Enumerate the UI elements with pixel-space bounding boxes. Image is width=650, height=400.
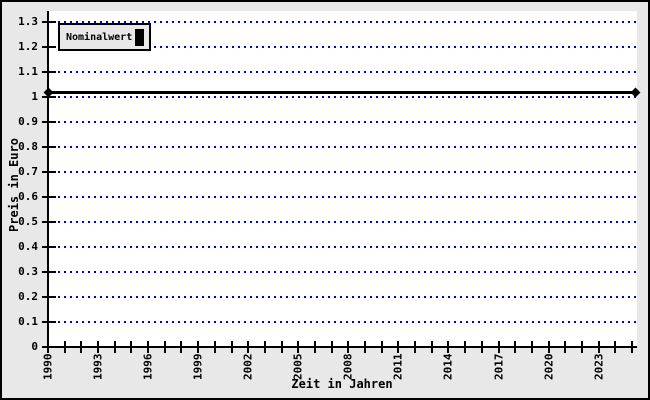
gridline [52, 46, 637, 48]
y-tick [42, 296, 56, 298]
x-tick-label: 2017 [492, 353, 505, 381]
x-tick [464, 341, 467, 353]
y-tick [42, 46, 56, 48]
gridline [52, 221, 637, 223]
y-tick-label: 0.4 [18, 240, 38, 253]
x-tick [597, 341, 600, 353]
gridline [52, 271, 637, 273]
x-tick [614, 341, 617, 353]
y-tick [42, 96, 56, 98]
gridline [52, 196, 637, 198]
x-tick-label: 1993 [91, 353, 105, 381]
x-tick [430, 341, 433, 353]
y-tick-label: 0.5 [18, 215, 38, 228]
gridline [52, 321, 637, 323]
y-tick-label: 0.8 [18, 140, 38, 153]
x-tick [530, 341, 533, 353]
x-tick [347, 341, 350, 353]
x-tick [364, 341, 367, 353]
x-tick-label: 1996 [141, 353, 155, 381]
y-tick-label: 0.7 [18, 165, 38, 178]
legend-label: Nominalwert [66, 31, 133, 43]
gridline [52, 21, 637, 23]
x-tick [330, 341, 333, 353]
x-axis-line [47, 346, 637, 348]
y-tick-label: 0.2 [18, 290, 38, 303]
y-tick [42, 196, 56, 198]
x-tick [297, 341, 300, 353]
x-tick [163, 341, 166, 353]
y-tick-label: 0.9 [18, 115, 38, 128]
y-tick [42, 271, 56, 273]
plot-area [48, 11, 637, 347]
y-tick [42, 246, 56, 248]
x-tick [230, 341, 233, 353]
x-tick-label: 2005 [291, 353, 305, 381]
y-tick [42, 346, 56, 348]
x-tick [113, 341, 116, 353]
gridline [52, 296, 637, 298]
gridline [52, 246, 637, 248]
x-tick [580, 341, 583, 353]
x-tick [280, 341, 283, 353]
x-tick [313, 341, 316, 353]
gridline [52, 146, 637, 148]
x-tick [213, 341, 216, 353]
legend-box: Nominalwert [58, 23, 151, 51]
x-tick [564, 341, 567, 353]
gridline [52, 121, 637, 123]
x-tick [80, 341, 83, 353]
gridline [52, 71, 637, 73]
y-tick-label: 0 [31, 340, 38, 353]
y-tick [42, 121, 56, 123]
x-tick [447, 341, 450, 353]
x-tick-label: 2011 [391, 353, 405, 381]
x-tick [247, 341, 250, 353]
y-tick-label: 0.1 [18, 315, 38, 328]
x-tick [480, 341, 483, 353]
y-tick-label: 0.6 [18, 190, 38, 203]
y-tick-label: 1.3 [18, 15, 38, 28]
x-tick [180, 341, 183, 353]
x-tick [147, 341, 150, 353]
x-tick-label: 2023 [592, 353, 606, 381]
x-tick-label: 2020 [542, 353, 556, 381]
x-tick [130, 341, 133, 353]
x-tick [514, 341, 517, 353]
x-axis-title: Zeit in Jahren [291, 377, 393, 391]
x-tick [547, 341, 550, 353]
x-tick [380, 341, 383, 353]
x-tick [497, 341, 500, 353]
y-tick-label: 1 [31, 90, 38, 103]
y-tick [42, 21, 56, 23]
series-line-nominalwert [48, 90, 636, 94]
y-tick-label: 0.3 [18, 265, 38, 278]
x-tick-label: 1990 [41, 353, 55, 381]
x-tick [263, 341, 266, 353]
x-tick-label: 2008 [341, 353, 355, 381]
x-tick-label: 2014 [441, 353, 455, 381]
y-tick [42, 321, 56, 323]
gridline [52, 96, 637, 98]
y-tick [42, 71, 56, 73]
y-tick-label: 1.1 [18, 65, 38, 78]
y-tick [42, 171, 56, 173]
x-tick [63, 341, 66, 353]
y-tick [42, 146, 56, 148]
legend-marker-swatch [135, 28, 144, 46]
gridline [52, 171, 637, 173]
x-tick [197, 341, 200, 353]
y-axis-line [47, 11, 49, 348]
x-tick [414, 341, 417, 353]
x-tick [97, 341, 100, 353]
y-tick-label: 1.2 [18, 40, 38, 53]
x-tick [397, 341, 400, 353]
x-tick-label: 2002 [241, 353, 255, 381]
y-tick [42, 221, 56, 223]
x-tick [630, 341, 633, 353]
x-tick-label: 1999 [191, 353, 205, 381]
x-tick [47, 341, 49, 353]
